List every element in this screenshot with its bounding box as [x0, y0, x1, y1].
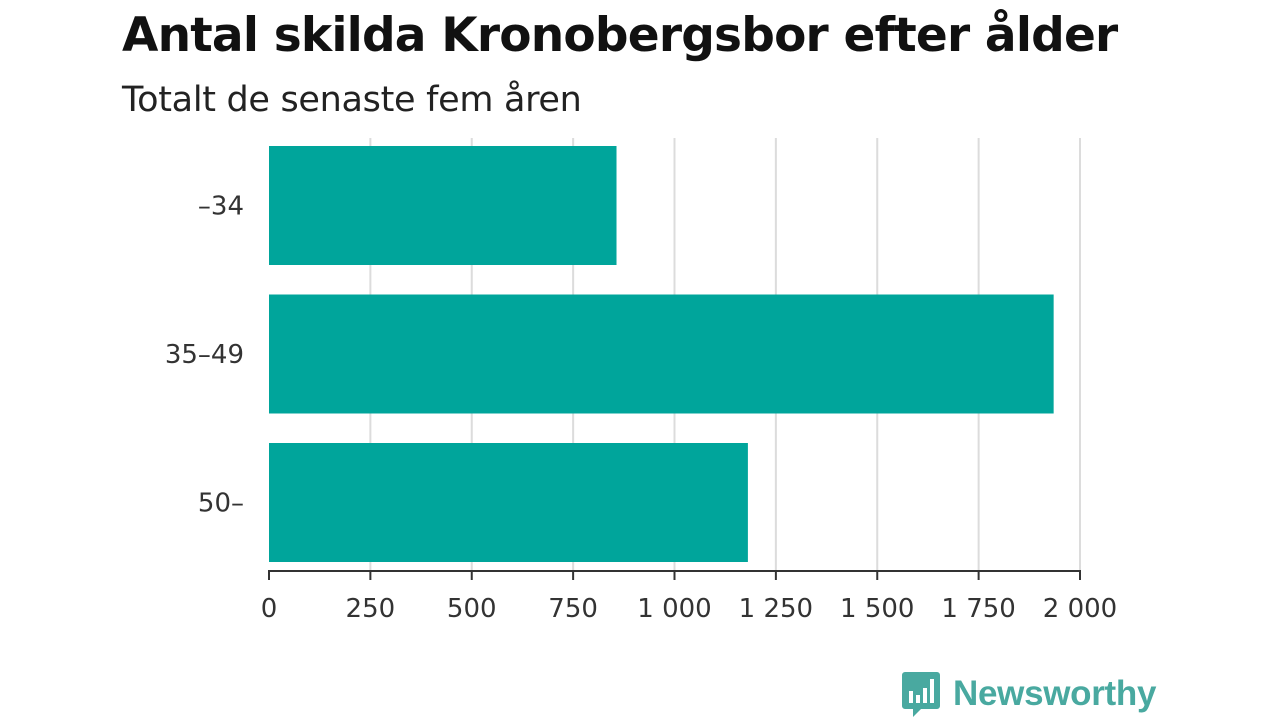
- x-tick-label: 2 000: [1043, 594, 1117, 624]
- category-label: 35–49: [165, 340, 244, 370]
- category-labels: –34 35–49 50–: [165, 192, 244, 519]
- x-axis: 0 250 500 750 1 000 1 250 1 500 1 750 2 000: [261, 570, 1117, 624]
- bar: [269, 443, 748, 562]
- brand-name: Newsworthy: [953, 674, 1157, 713]
- chart-title: Antal skilda Kronobergsbor efter ålder: [122, 8, 1118, 63]
- bar: [269, 146, 617, 265]
- x-tick-label: 0: [261, 594, 278, 624]
- x-tick-label: 250: [346, 594, 396, 624]
- newsworthy-logo: Newsworthy: [901, 670, 1156, 718]
- x-tick-label: 1 750: [941, 594, 1015, 624]
- bar-chart-speech-bubble-icon: [902, 672, 940, 717]
- x-tick-label: 750: [548, 594, 598, 624]
- x-tick-label: 1 000: [637, 594, 711, 624]
- x-tick-label: 1 250: [739, 594, 813, 624]
- x-tick-label: 1 500: [840, 594, 914, 624]
- chart-subtitle: Totalt de senaste fem åren: [122, 80, 582, 120]
- category-label: 50–: [198, 489, 244, 519]
- bars: [269, 146, 1054, 562]
- category-label: –34: [198, 192, 244, 222]
- x-tick-label: 500: [447, 594, 497, 624]
- bar: [269, 294, 1054, 414]
